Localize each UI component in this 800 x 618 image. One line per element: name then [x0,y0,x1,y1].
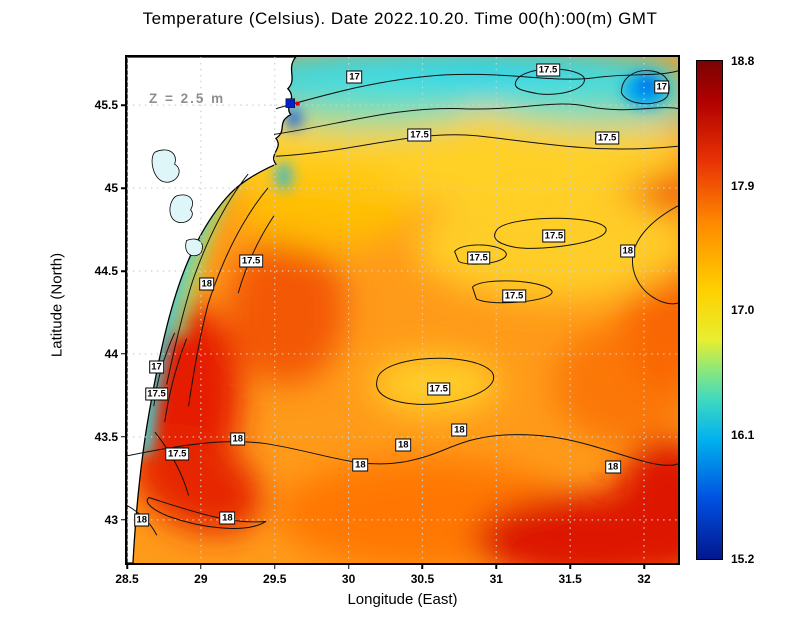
x-tick-label: 31 [489,572,503,586]
y-tick-label: 44 [104,346,118,361]
x-tick-label: 28.5 [115,572,139,586]
x-tick-label: 30.5 [410,572,435,586]
y-axis-label: Latitude (North) [48,252,66,358]
x-tick-label: 32 [637,572,651,586]
colorbar: 18.8 17.9 17.0 16.1 15.2 [696,54,754,566]
station-marker [285,98,300,108]
depth-annotation: Z = 2.5 m [149,91,226,106]
x-tick-label: 29 [194,572,208,586]
x-tickmark [495,563,498,569]
x-tickmark [200,563,202,569]
temperature-field-map [127,57,678,563]
x-tickmark [347,563,350,569]
colorbar-tick-label: 15.2 [731,552,755,566]
x-tickmark [643,563,645,569]
colorbar-tick-label: 18.8 [731,54,755,68]
coastal-lagoon [169,194,193,223]
y-tick-label: 45.5 [94,98,118,113]
plot-area: Z = 2.5 m 17 17.5 17 17.5 17.5 17.5 18 17.5 18 17… [95,55,680,586]
chart-title: Temperature (Celsius). Date 2022.10.20. … [142,9,658,28]
x-tickmark [273,563,276,569]
x-tick-label: 30 [341,572,356,586]
coastal-lagoon [151,149,180,183]
x-tick-label: 29.5 [263,572,287,586]
y-tick-label: 43 [104,512,118,527]
colorbar-tick-label: 17.0 [731,303,755,317]
x-tickmark [421,563,424,569]
colorbar-tick-label: 17.9 [731,178,755,193]
y-tick-label: 45 [104,181,118,196]
x-tickmark [126,563,128,569]
coastal-lagoon [185,238,203,257]
y-tick-label: 43.5 [94,429,118,444]
x-tickmark [569,563,571,569]
x-tick-label: 31.5 [558,572,582,586]
colorbar-tick-label: 16.1 [731,427,755,442]
colorbar-tick-labels: 18.8 17.9 17.0 16.1 15.2 [731,54,771,566]
colorbar-gradient [697,61,722,559]
x-axis-label: Longitude (East) [347,591,458,608]
y-tick-label: 44.5 [94,264,118,278]
